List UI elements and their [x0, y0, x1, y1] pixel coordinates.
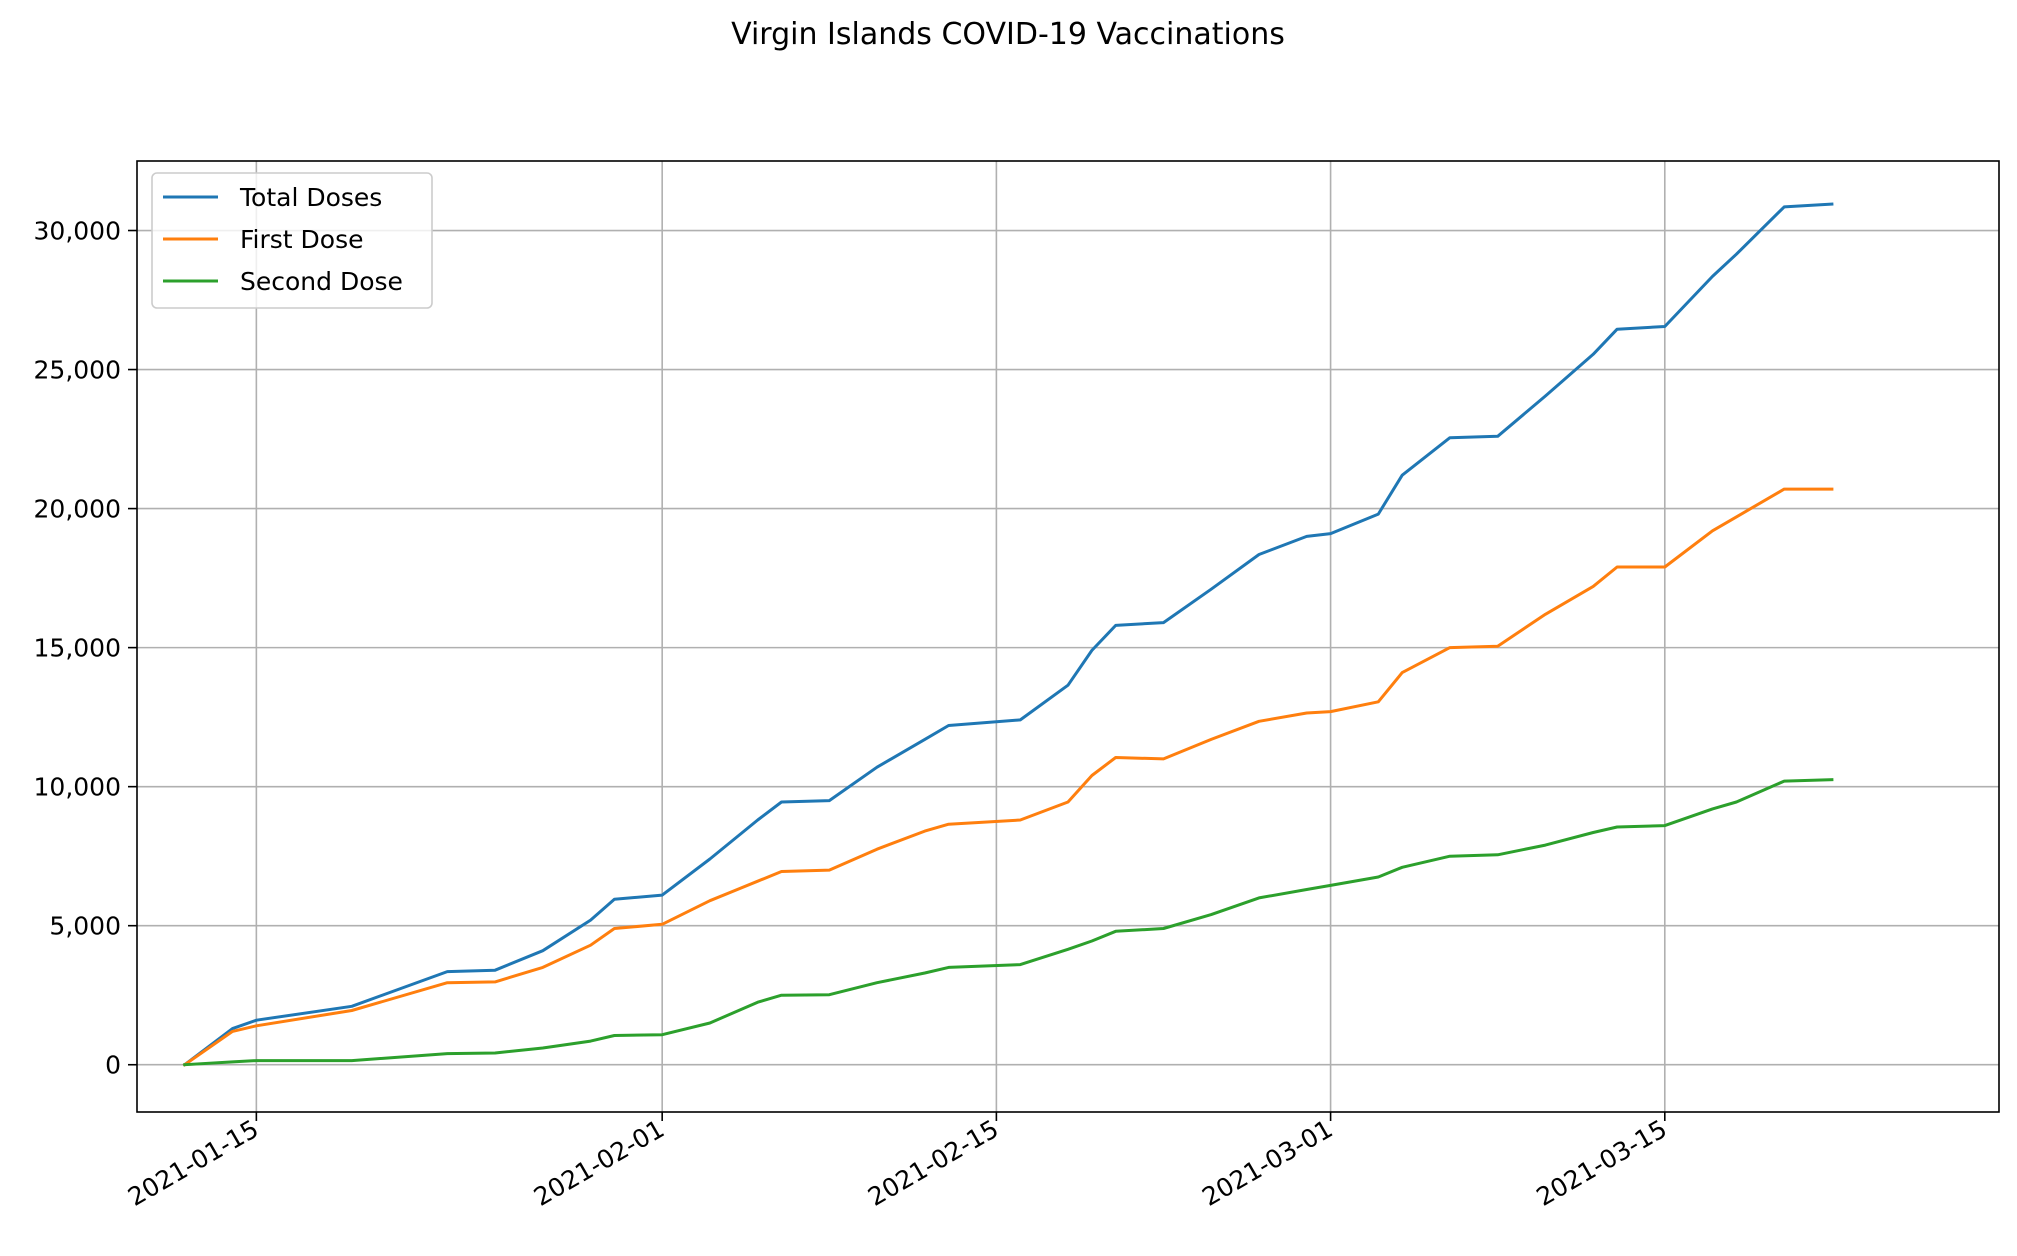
y-tick-label: 25,000: [34, 356, 121, 385]
series-layer: [182, 202, 1834, 1067]
y-tick-label: 20,000: [34, 495, 121, 524]
y-tick-label: 30,000: [34, 217, 121, 246]
grid-layer: [137, 161, 1999, 1112]
series-line-second-dose: [183, 778, 1834, 1067]
plot-frame: [136, 160, 2000, 1113]
y-tick-layer: 0 5,000 10,000 15,000 20,000 25,000 30,000: [34, 217, 137, 1080]
chart-title: Virgin Islands COVID-19 Vaccinations: [731, 17, 1285, 52]
y-tick-label: 0: [105, 1051, 121, 1080]
legend-label-total-doses: Total Doses: [239, 183, 382, 212]
y-tick-label: 10,000: [34, 773, 121, 802]
y-tick-label: 5,000: [49, 912, 121, 941]
legend-label-first-dose: First Dose: [240, 225, 364, 254]
legend: Total Doses First Dose Second Dose: [151, 172, 433, 309]
y-tick-label: 15,000: [34, 634, 121, 663]
series-line-total-doses: [182, 202, 1834, 1067]
legend-label-second-dose: Second Dose: [240, 267, 403, 296]
legend-box: [151, 172, 433, 309]
series-line-first-dose: [182, 487, 1834, 1067]
